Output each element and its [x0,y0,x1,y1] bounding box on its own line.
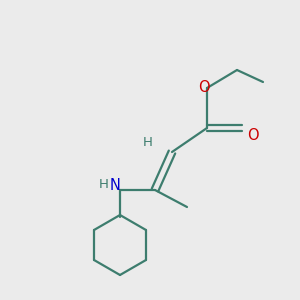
Text: O: O [247,128,259,142]
Text: O: O [198,80,210,95]
Text: N: N [110,178,120,193]
Text: H: H [143,136,153,149]
Text: H: H [99,178,109,191]
